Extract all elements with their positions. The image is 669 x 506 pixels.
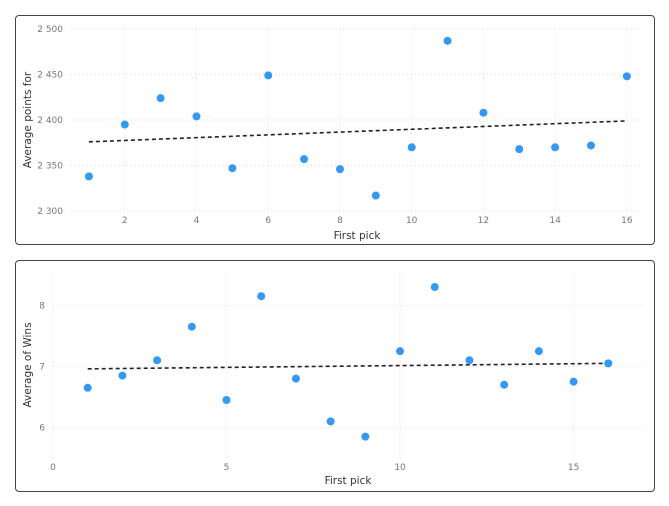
y-tick-label: 2 450 [37,71,63,81]
x-tick-label: 14 [549,216,561,226]
x-tick-label: 2 [122,216,128,226]
y-tick-label: 2 500 [37,25,63,35]
data-point [84,172,93,181]
x-tick-label: 10 [406,216,418,226]
y-axis-title: Average points for [22,71,34,168]
data-point [396,347,405,356]
x-tick-label: 6 [265,216,271,226]
data-point [326,417,335,426]
points-for-scatter-plot: First pick Average points for 2 300 2 350… [22,25,643,242]
y-axis-title: Average of Wins [22,322,34,407]
data-point [264,71,273,80]
points-for-chart-panel: First pick Average points for 2 300 2 350… [15,15,655,245]
x-tick-label: 5 [224,463,230,473]
x-tick-label: 4 [194,216,200,226]
data-point [430,283,439,292]
data-point [569,377,578,386]
y-tick-label: 7 [39,362,45,372]
data-point [222,395,231,404]
data-point [500,380,509,389]
y-tick-label: 2 350 [37,162,63,172]
data-point [257,292,266,301]
y-tick-label: 8 [39,301,45,311]
y-tick-label: 2 300 [37,207,63,217]
x-tick-label: 12 [478,216,489,226]
data-point [361,432,370,441]
data-point [335,165,344,174]
data-point [515,145,524,154]
data-point [604,359,613,368]
wins-scatter-plot: First pick Average of Wins 6 7 8 0 5 10 15 [22,273,643,487]
data-point [551,143,560,152]
y-tick-label: 2 400 [37,116,63,126]
trend-line [87,362,609,370]
data-point [479,108,488,117]
data-point [371,191,380,200]
trend-line [88,120,627,143]
data-point [465,356,474,365]
data-point [407,143,416,152]
x-tick-label: 16 [621,216,633,226]
data-point [443,36,452,45]
x-tick-label: 0 [50,463,56,473]
data-point [83,383,92,392]
data-point [534,347,543,356]
x-tick-label: 10 [394,463,406,473]
x-tick-label: 8 [337,216,343,226]
data-point [587,141,595,150]
wins-chart-panel: First pick Average of Wins 6 7 8 0 5 10 15 [15,260,655,492]
data-point [228,164,237,173]
data-point [118,371,127,380]
data-point [291,374,300,383]
data-point [156,94,165,103]
data-point [187,322,196,331]
data-point [192,112,201,121]
data-point [153,356,162,365]
data-point [622,72,631,81]
data-point [120,120,129,129]
x-axis-title: First pick [334,230,382,242]
y-tick-label: 6 [39,423,45,433]
data-point [300,155,309,164]
x-axis-title: First pick [325,475,373,487]
x-tick-label: 15 [568,463,579,473]
